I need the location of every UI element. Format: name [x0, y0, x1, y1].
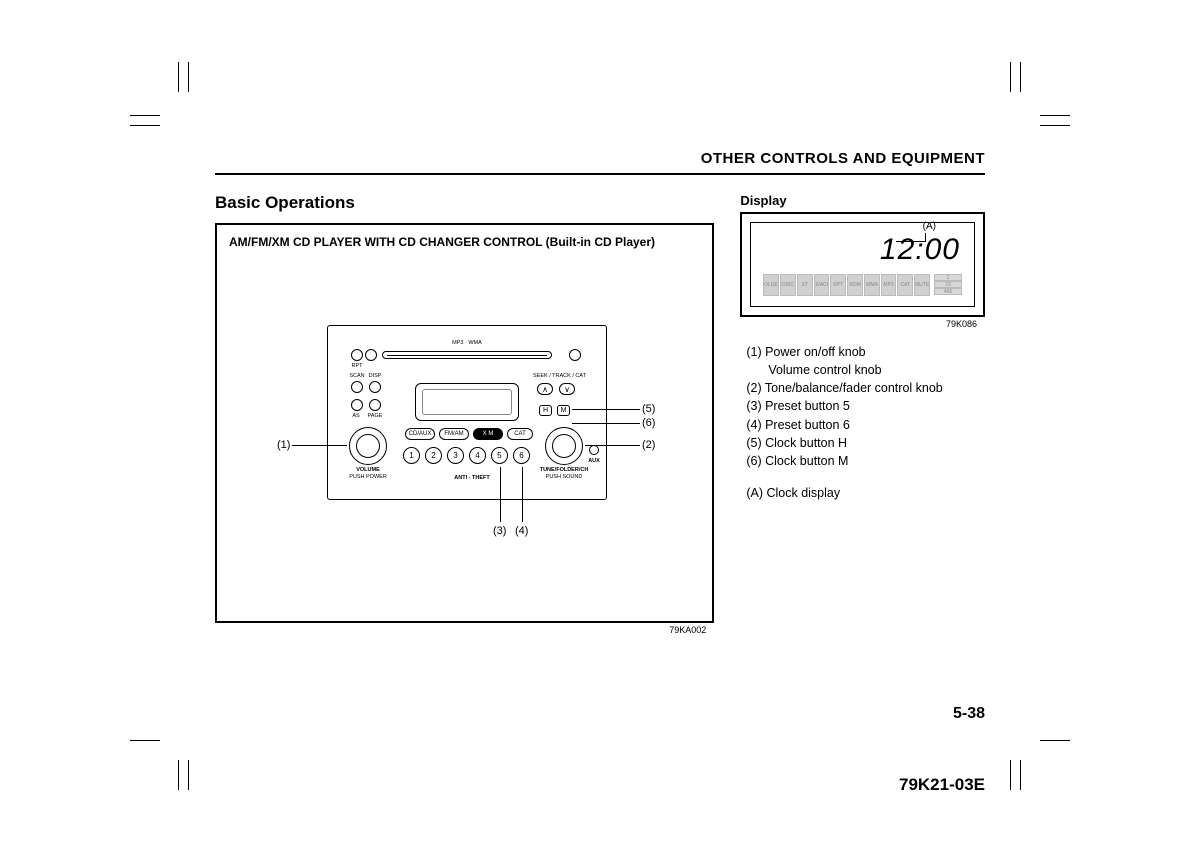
- figure-ref-disp: 79K086: [946, 319, 977, 329]
- preset-indicator: 1 23 456: [934, 274, 962, 296]
- rpt-button: [351, 349, 363, 361]
- header-rule: [215, 173, 985, 175]
- lcd-screen: [415, 383, 519, 421]
- chapter-header: OTHER CONTROLS AND EQUIPMENT: [215, 150, 985, 167]
- document-number: 79K21-03E: [899, 775, 985, 795]
- clock-h-button: H: [539, 405, 552, 416]
- page-number: 5-38: [953, 705, 985, 723]
- legend-list: (1) Power on/off knob Volume control kno…: [740, 343, 985, 502]
- panel-title: AM/FM/XM CD PLAYER WITH CD CHANGER CONTR…: [217, 225, 712, 255]
- radio-figure-panel: AM/FM/XM CD PLAYER WITH CD CHANGER CONTR…: [215, 223, 714, 623]
- clock-m-button: M: [557, 405, 570, 416]
- radio-diagram: MP3 · WMA RPT SCAN DISP AS PAGE: [327, 325, 607, 500]
- section-title: Basic Operations: [215, 193, 714, 213]
- cd-slot-icon: [382, 351, 552, 359]
- aux-jack: [589, 445, 599, 455]
- disc-button: [569, 349, 581, 361]
- indicator-segments: FOLDER DISC ST TRACK RPT RDM WMA MP3 CAT…: [763, 274, 930, 296]
- seek-down-icon: ∨: [559, 383, 575, 395]
- figure-ref-main: 79KA002: [669, 625, 706, 635]
- preset-6-button: 6: [513, 447, 530, 464]
- display-figure-panel: (A) 12:00 FOLDER DISC ST TRACK RPT RDM W…: [740, 212, 985, 317]
- display-title: Display: [740, 193, 985, 208]
- preset-5-button: 5: [491, 447, 508, 464]
- eject-button: [365, 349, 377, 361]
- page-content: OTHER CONTROLS AND EQUIPMENT Basic Opera…: [215, 150, 985, 623]
- clock-display: 12:00: [880, 233, 960, 267]
- volume-knob: [349, 427, 387, 465]
- tune-knob: [545, 427, 583, 465]
- seek-up-icon: ∧: [537, 383, 553, 395]
